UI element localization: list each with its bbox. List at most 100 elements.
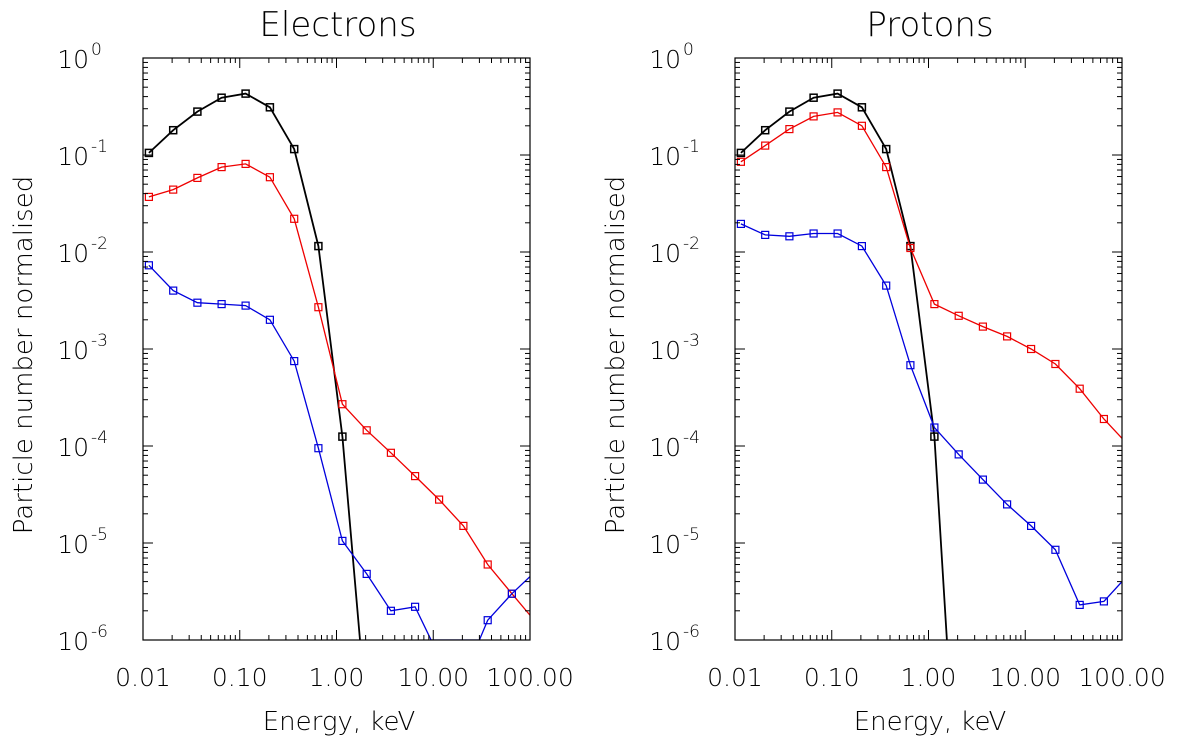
data-point xyxy=(978,322,988,331)
data-point xyxy=(144,148,154,158)
x-tick-label: 100.00 xyxy=(486,663,573,692)
x-axis-label: Energy, keV xyxy=(854,707,1007,737)
data-point xyxy=(241,301,250,310)
data-point xyxy=(507,589,516,598)
y-tick-exponent: -5 xyxy=(91,525,108,545)
data-point xyxy=(290,214,299,223)
y-tick-exponent: 0 xyxy=(683,40,694,60)
y-tick-base: 10 xyxy=(649,45,681,74)
data-point xyxy=(833,108,842,117)
panel-title: Electrons xyxy=(259,5,416,45)
y-tick-label: 10 -2 xyxy=(57,234,108,268)
data-point xyxy=(386,606,395,615)
series-path xyxy=(148,264,530,640)
data-point xyxy=(265,315,274,324)
data-point xyxy=(833,89,842,98)
data-point xyxy=(906,361,915,370)
data-point xyxy=(930,423,939,432)
y-tick-label: 10 -1 xyxy=(57,137,108,171)
y-tick-base: 10 xyxy=(649,142,681,171)
data-point xyxy=(1026,521,1036,531)
y-tick-base: 10 xyxy=(57,142,89,171)
y-tick-base: 10 xyxy=(57,239,89,268)
data-point xyxy=(193,298,202,307)
series-path xyxy=(148,92,361,640)
y-tick-label: 10 -6 xyxy=(57,622,108,656)
data-point xyxy=(338,400,347,409)
data-point xyxy=(809,229,818,238)
data-point xyxy=(760,125,770,135)
panel-protons: Protons Energy, keV Particle number norm… xyxy=(601,5,1166,737)
y-tick-exponent: -2 xyxy=(683,234,700,254)
y-tick-exponent: -4 xyxy=(683,428,700,448)
data-point xyxy=(809,93,818,102)
data-point xyxy=(857,121,867,130)
y-tick-label: 10 -3 xyxy=(57,331,108,365)
data-point xyxy=(1099,414,1109,424)
y-tick-label: 10 -1 xyxy=(649,137,700,171)
y-tick-base: 10 xyxy=(649,530,681,559)
data-point xyxy=(217,93,226,102)
y-tick-label: 10 0 xyxy=(57,40,102,74)
series-path xyxy=(148,163,530,616)
panel-electrons: Electrons Energy, keV Particle number no… xyxy=(9,5,574,737)
axes-frame xyxy=(734,57,1123,641)
data-point xyxy=(168,125,178,135)
data-point xyxy=(761,230,770,239)
series-line xyxy=(736,89,948,640)
data-point xyxy=(857,242,867,251)
data-point xyxy=(761,141,770,150)
y-tick-label: 10 0 xyxy=(649,40,694,74)
panel-title: Protons xyxy=(866,5,993,45)
x-tick-label: 10.00 xyxy=(989,663,1061,692)
y-tick-base: 10 xyxy=(649,239,681,268)
y-tick-base: 10 xyxy=(649,336,681,365)
data-point xyxy=(386,448,395,457)
data-point xyxy=(1099,597,1109,606)
data-point xyxy=(169,185,178,194)
data-point xyxy=(809,112,818,121)
series-line xyxy=(736,108,1122,439)
data-point xyxy=(144,261,153,270)
data-point xyxy=(338,536,347,546)
data-point xyxy=(954,450,963,459)
x-tick-label: 1.00 xyxy=(901,663,957,692)
series-line xyxy=(736,219,1122,610)
series-path xyxy=(740,92,948,640)
axes-frame xyxy=(142,57,531,641)
data-point xyxy=(217,163,226,172)
series-line xyxy=(144,159,530,616)
data-point xyxy=(193,107,202,116)
data-point xyxy=(435,495,444,504)
y-axis-label: Particle number normalised xyxy=(9,176,39,534)
y-tick-exponent: -6 xyxy=(683,622,700,642)
x-tick-label: 100.00 xyxy=(1078,663,1165,692)
data-point xyxy=(736,148,746,158)
data-point xyxy=(930,300,939,309)
y-tick-base: 10 xyxy=(649,433,681,462)
y-tick-exponent: 0 xyxy=(91,40,102,60)
series-path xyxy=(740,111,1122,439)
y-tick-exponent: -5 xyxy=(683,525,700,545)
data-point xyxy=(459,521,468,531)
y-tick-exponent: -1 xyxy=(91,137,108,157)
data-point xyxy=(1002,500,1012,509)
data-point xyxy=(882,281,891,290)
y-tick-base: 10 xyxy=(57,433,89,462)
y-axis-label: Particle number normalised xyxy=(601,176,631,534)
data-point xyxy=(314,241,323,251)
y-tick-label: 10 -2 xyxy=(649,234,700,268)
data-point xyxy=(857,103,867,112)
data-point xyxy=(411,602,420,611)
x-tick-label: 0.10 xyxy=(212,663,268,692)
y-tick-label: 10 -5 xyxy=(649,525,700,559)
y-tick-label: 10 -4 xyxy=(57,428,108,462)
data-point xyxy=(1075,384,1084,393)
data-point xyxy=(954,311,963,320)
data-point xyxy=(906,243,915,253)
y-tick-base: 10 xyxy=(57,45,89,74)
x-tick-label: 0.01 xyxy=(115,663,171,692)
data-point xyxy=(241,89,250,98)
data-point xyxy=(785,107,794,116)
